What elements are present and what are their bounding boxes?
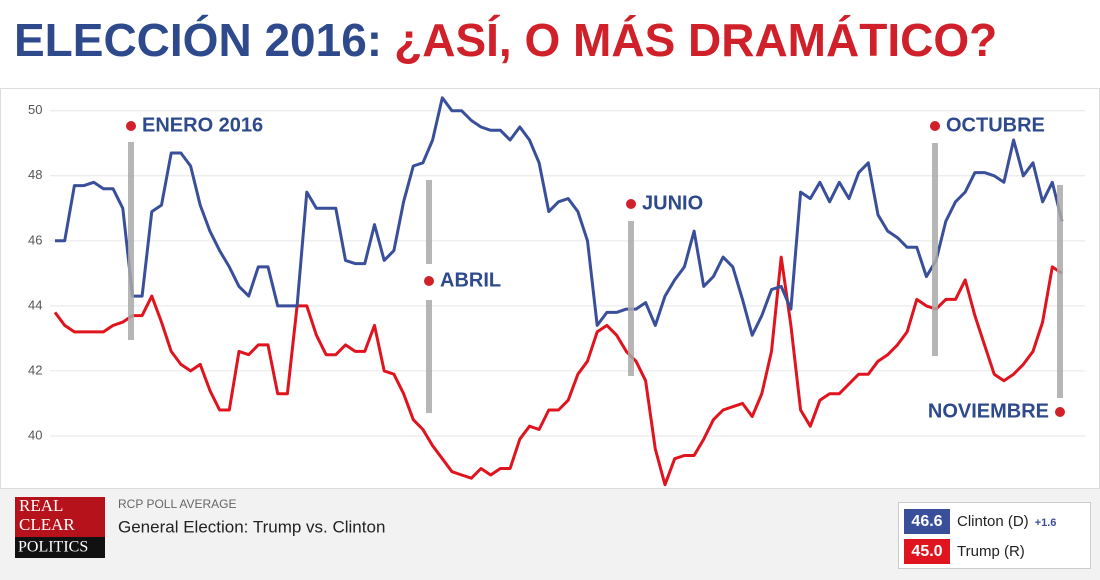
marker-dot [626, 199, 636, 209]
annotation: ABRIL [440, 269, 501, 291]
marker-dot [1055, 407, 1065, 417]
title-band [0, 0, 1100, 88]
marker-dot [126, 121, 136, 131]
legend-label: Trump (R) [957, 543, 1025, 560]
annotation: OCTUBRE [946, 114, 1045, 136]
y-tick-label: 46 [28, 232, 42, 247]
logo-text: CLEAR [19, 515, 75, 534]
annotation: ENERO 2016 [142, 114, 263, 136]
title-part: ELECCIÓN 2016: [14, 14, 382, 66]
kicker: RCP POLL AVERAGE [118, 497, 237, 511]
annotation: JUNIO [642, 192, 703, 214]
legend-spread: +1.6 [1035, 517, 1057, 529]
legend-swatch [904, 539, 950, 564]
chart-title: ELECCIÓN 2016: ¿ASÍ, O MÁS DRAMÁTICO? [14, 14, 997, 66]
legend-value: 46.6 [911, 513, 942, 530]
y-tick-label: 40 [28, 427, 42, 442]
series-line [53, 255, 1063, 487]
headline: General Election: Trump vs. Clinton [118, 517, 385, 536]
legend-swatch [904, 509, 950, 534]
logo-text: POLITICS [18, 539, 88, 556]
y-tick-label: 48 [28, 167, 42, 182]
legend-label: Clinton (D) [957, 513, 1029, 530]
series-line [55, 96, 1064, 337]
marker-dot [930, 121, 940, 131]
annotation: NOVIEMBRE [928, 400, 1049, 422]
logo [15, 497, 105, 537]
title-part: ¿ASÍ, O MÁS DRAMÁTICO? [394, 14, 997, 66]
logo [15, 537, 105, 558]
y-tick-label: 50 [28, 102, 42, 117]
y-tick-label: 44 [28, 297, 42, 312]
y-tick-label: 42 [28, 362, 42, 377]
marker-dot [424, 276, 434, 286]
legend-value: 45.0 [911, 543, 942, 560]
logo-text: REAL [19, 496, 63, 515]
